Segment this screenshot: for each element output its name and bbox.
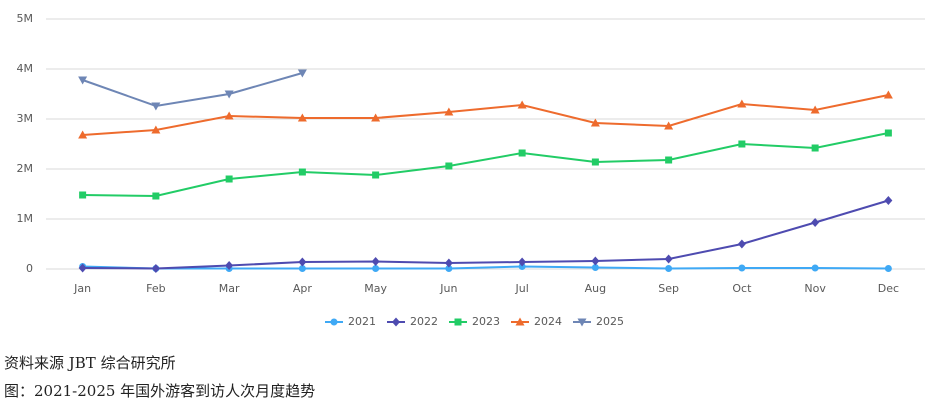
data-point: [665, 156, 673, 164]
data-point: [737, 99, 747, 108]
data-point: [152, 192, 160, 200]
caption: 图：2021-2025 年国外游客到访人次月度趋势: [4, 382, 316, 400]
legend-label: 2022: [410, 315, 438, 328]
data-point: [883, 90, 893, 99]
legend-marker: [454, 318, 462, 326]
data-point: [225, 261, 234, 270]
data-point: [78, 263, 87, 273]
x-tick-label: Jun: [439, 282, 457, 295]
data-point: [371, 113, 381, 122]
data-point: [811, 144, 819, 152]
legend-marker: [392, 317, 400, 327]
data-point: [371, 257, 380, 266]
series-line: [82, 265, 889, 270]
legend-label: 2024: [534, 315, 562, 328]
x-tick-label: May: [364, 282, 387, 295]
data-point: [590, 118, 600, 127]
legend-label: 2021: [348, 315, 376, 328]
x-tick-label: Aug: [585, 282, 606, 295]
data-point: [445, 265, 453, 272]
data-point: [372, 171, 380, 179]
data-point: [591, 158, 599, 166]
data-point: [518, 257, 527, 267]
x-tick-label: Apr: [293, 282, 313, 295]
x-tick-label: Mar: [219, 282, 240, 295]
data-point: [298, 265, 306, 272]
series-line: [82, 199, 889, 270]
legend-marker: [577, 318, 587, 327]
data-point: [738, 264, 746, 272]
data-point: [811, 218, 820, 227]
data-point: [225, 175, 233, 183]
data-point: [298, 257, 307, 267]
x-tick-label: Sep: [658, 282, 679, 295]
chart: 0 1M 2M 3M 4M 5M Jan Feb Mar Apr May Jun Jul Aug Sep Oc…: [17, 12, 925, 328]
data-point: [884, 196, 893, 205]
y-tick-label: 2M: [17, 162, 34, 175]
data-point: [151, 102, 161, 111]
x-tick-label: Nov: [804, 282, 826, 295]
data-point: [518, 149, 526, 157]
y-tick-label: 3M: [17, 112, 34, 125]
data-point: [811, 264, 819, 272]
data-point: [444, 107, 454, 116]
data-point: [517, 100, 527, 109]
y-tick-label: 4M: [17, 62, 34, 75]
series-line: [82, 94, 889, 136]
legend-marker: [330, 318, 338, 326]
data-point: [591, 264, 599, 271]
series-line: [82, 72, 303, 108]
data-point: [151, 264, 160, 273]
legend-label: 2025: [596, 315, 624, 328]
data-point: [297, 69, 307, 78]
y-tick-label: 5M: [17, 12, 34, 25]
x-tick-label: Dec: [878, 282, 899, 295]
x-tick-label: Oct: [732, 282, 752, 295]
data-point: [665, 265, 673, 272]
data-point: [444, 258, 453, 268]
data-point: [78, 130, 88, 139]
data-point: [664, 121, 674, 130]
data-point: [810, 105, 820, 114]
x-tick-label: Jan: [73, 282, 91, 295]
data-point: [224, 111, 234, 120]
data-point: [78, 76, 88, 85]
legend-marker: [515, 317, 525, 326]
data-point: [151, 125, 161, 134]
data-point: [224, 90, 234, 99]
data-point: [737, 239, 746, 249]
y-tick-label: 0: [26, 262, 33, 275]
data-point: [738, 140, 746, 148]
data-point: [298, 168, 306, 176]
x-tick-label: Feb: [146, 282, 165, 295]
data-point: [79, 191, 87, 199]
source: 资料来源 JBT 综合研究所: [4, 354, 176, 372]
data-point: [884, 265, 892, 272]
data-point: [591, 256, 600, 266]
y-tick-label: 1M: [17, 212, 34, 225]
data-point: [372, 265, 380, 272]
data-point: [445, 162, 453, 170]
legend-label: 2023: [472, 315, 500, 328]
data-point: [297, 113, 307, 122]
data-point: [664, 254, 673, 264]
x-tick-label: Jul: [514, 282, 528, 295]
data-point: [884, 129, 892, 137]
series-line: [82, 132, 889, 198]
